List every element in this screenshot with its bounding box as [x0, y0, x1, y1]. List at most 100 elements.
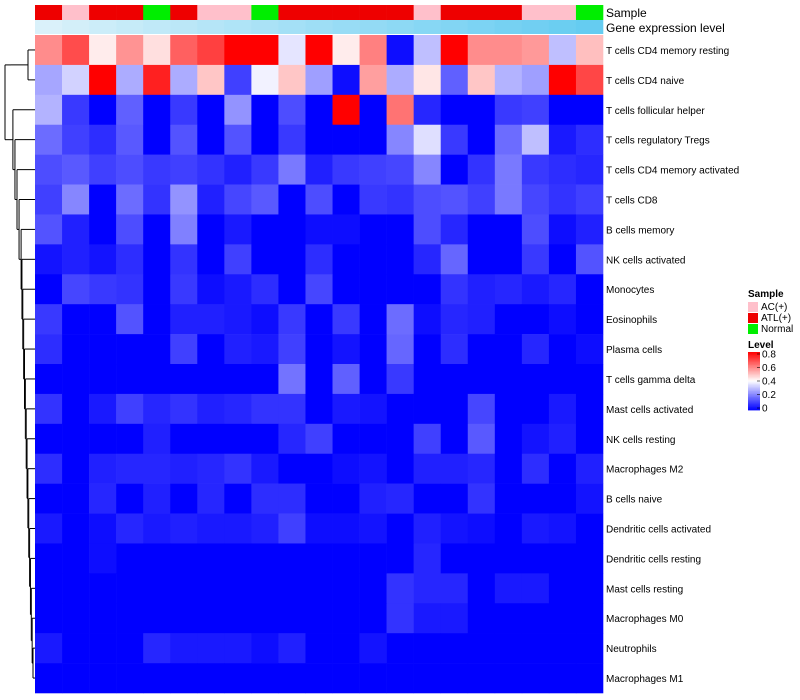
heatmap-cell: [467, 453, 496, 484]
heatmap-cell: [89, 393, 117, 425]
sample-cell: [386, 5, 414, 20]
heatmap-cell: [440, 184, 469, 215]
heatmap-cell: [548, 543, 577, 574]
heatmap-cell: [467, 304, 496, 335]
row-label: Plasma cells: [606, 345, 662, 356]
heatmap-cell: [305, 124, 333, 155]
heatmap-cell: [197, 453, 225, 484]
heatmap-cell: [332, 663, 360, 694]
heatmap-cell: [386, 35, 414, 66]
level-gradient-step: [748, 408, 760, 411]
heatmap-cell: [359, 244, 387, 275]
heatmap-cell: [116, 64, 144, 96]
heatmap-cell: [35, 543, 63, 574]
row-label: T cells follicular helper: [606, 106, 705, 117]
heatmap-cell: [224, 35, 252, 66]
heatmap-cell: [305, 603, 333, 634]
heatmap-cell: [467, 214, 496, 245]
heatmap-cell: [305, 35, 333, 66]
heatmap-cell: [89, 573, 117, 604]
level-gradient-step: [748, 363, 760, 366]
heatmap-cell: [575, 513, 604, 544]
heatmap-cell: [359, 603, 387, 634]
level-gradient-step: [748, 383, 760, 386]
heatmap-cell: [197, 633, 225, 664]
heatmap-cell: [116, 423, 144, 455]
heatmap-cell: [494, 543, 523, 574]
level-tick-label: 0: [762, 404, 768, 415]
heatmap-cell: [548, 154, 577, 185]
heatmap-cell: [197, 334, 225, 365]
heatmap-cell: [305, 513, 333, 544]
heatmap-cell: [521, 483, 550, 514]
heatmap-cell: [440, 393, 469, 425]
heatmap-cell: [35, 364, 63, 395]
heatmap-cell: [251, 364, 279, 395]
heatmap-cell: [224, 483, 252, 514]
heatmap-cell: [467, 603, 496, 634]
sample-legend: Sample AC(+)ATL(+)Normal: [748, 289, 793, 335]
heatmap-cell: [224, 124, 252, 155]
heatmap-cell: [332, 393, 360, 425]
expression-cell: [278, 20, 306, 34]
row-labels: T cells CD4 memory resting T cells CD4 na…: [606, 46, 739, 685]
heatmap-cell: [359, 154, 387, 185]
heatmap-cell: [35, 513, 63, 544]
heatmap-cell: [332, 274, 360, 305]
heatmap-cell: [494, 603, 523, 634]
sample-cell: [116, 5, 144, 20]
level-gradient-step: [748, 378, 760, 380]
heatmap-cell: [278, 94, 306, 126]
heatmap-cell: [116, 663, 144, 694]
heatmap-cell: [89, 513, 117, 544]
sample-cell: [197, 5, 225, 20]
heatmap-cell: [35, 184, 63, 215]
heatmap-cell: [494, 35, 523, 66]
heatmap-cell: [440, 543, 469, 574]
heatmap-cell: [359, 483, 387, 514]
heatmap-cell: [116, 274, 144, 305]
heatmap-cell: [359, 334, 387, 365]
level-gradient-step: [748, 392, 760, 395]
heatmap-cell: [278, 274, 306, 305]
heatmap-cell: [35, 274, 63, 305]
level-tick-label: 0.6: [762, 363, 776, 374]
level-tick-label: 0.2: [762, 390, 776, 401]
heatmap-cell: [35, 603, 63, 634]
heatmap-cell: [170, 453, 198, 484]
level-legend-title: Level: [748, 340, 774, 351]
heatmap-cell: [278, 214, 306, 245]
heatmap-cell: [575, 423, 604, 455]
heatmap-cell: [575, 334, 604, 365]
heatmap-cell: [143, 64, 171, 96]
row-label: Dendritic cells activated: [606, 525, 711, 536]
heatmap-cell: [494, 663, 523, 694]
heatmap-cell: [521, 513, 550, 544]
heatmap-cell: [413, 423, 442, 455]
heatmap-cell: [251, 124, 279, 155]
heatmap-cell: [62, 184, 90, 215]
heatmap-cell: [224, 364, 252, 395]
heatmap-cell: [251, 663, 279, 694]
heatmap-cell: [89, 483, 117, 514]
heatmap-cell: [116, 35, 144, 66]
expression-annotation-bar: [35, 20, 604, 34]
heatmap-cell: [440, 244, 469, 275]
heatmap-cell: [251, 543, 279, 574]
heatmap-cell: [575, 603, 604, 634]
heatmap-cell: [251, 633, 279, 664]
heatmap-cell: [251, 423, 279, 455]
heatmap-cell: [521, 543, 550, 574]
heatmap-cell: [197, 94, 225, 126]
heatmap-cell: [143, 364, 171, 395]
heatmap-cell: [143, 334, 171, 365]
heatmap-cell: [116, 154, 144, 185]
heatmap-cell: [548, 64, 577, 96]
heatmap-cell: [35, 214, 63, 245]
expression-cell: [251, 20, 279, 34]
heatmap-cell: [197, 64, 225, 96]
level-gradient-step: [748, 381, 760, 383]
heatmap-cell: [575, 393, 604, 425]
heatmap-cell: [224, 453, 252, 484]
